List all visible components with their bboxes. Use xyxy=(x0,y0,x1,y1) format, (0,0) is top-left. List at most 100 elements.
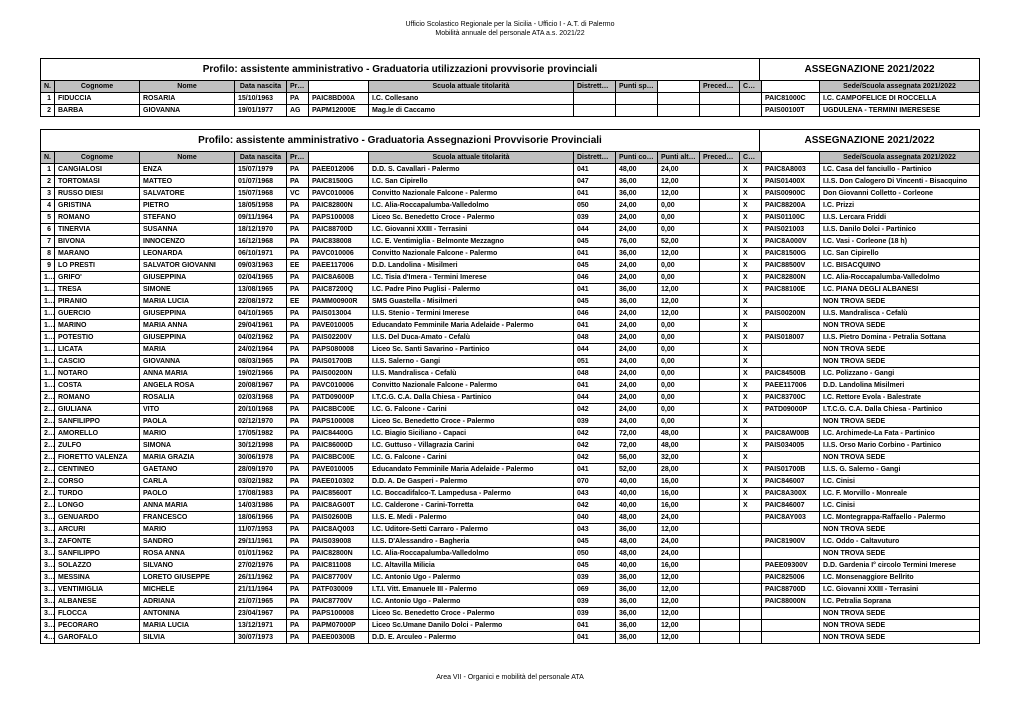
cell-codice: PAIC85600T xyxy=(309,488,369,500)
cell-prov: PA xyxy=(287,512,309,524)
cell-cognome: ZAFONTE xyxy=(55,536,140,548)
cell-prec xyxy=(700,224,740,236)
hdr-sede: Sede/Scuola assegnata 2021/2022 xyxy=(820,81,980,93)
cell-codice: PATD09000P xyxy=(309,392,369,404)
cell-punti1: 36,00 xyxy=(616,524,658,536)
cell-prov: PA xyxy=(287,224,309,236)
cell-sede: I.C. Giovanni XXIII - Terrasini xyxy=(820,584,980,596)
cell-scuola: I.C. G. Falcone - Carini xyxy=(369,404,574,416)
cell-nome: CARLA xyxy=(140,476,235,488)
cell-punti2: 0,00 xyxy=(658,416,700,428)
hdr-punti2: Punti altri comuni xyxy=(658,152,700,164)
cell-punti1: 24,00 xyxy=(616,308,658,320)
cell-nome: MARIA LUCIA xyxy=(140,296,235,308)
cell-prov: PA xyxy=(287,212,309,224)
cell-cognome: SANFILIPPO xyxy=(55,416,140,428)
cell-codice2: PAEE117006 xyxy=(762,380,820,392)
table-row: 16LICATAMARIA24/02/1964PAPAPS080008Liceo… xyxy=(41,344,980,356)
cell-n: 13 xyxy=(41,308,55,320)
cell-cognome: COSTA xyxy=(55,380,140,392)
cell-prov: PA xyxy=(287,164,309,176)
cell-codice: PAIC87200Q xyxy=(309,284,369,296)
cell-punti2: 12,00 xyxy=(658,308,700,320)
cell-sede: NON TROVA SEDE xyxy=(820,344,980,356)
cell-prec xyxy=(700,584,740,596)
hdr-n: N. xyxy=(41,152,55,164)
cell-punti1: 48,00 xyxy=(616,536,658,548)
cell-prec xyxy=(700,236,740,248)
cell-codice2: PAIC88200A xyxy=(762,200,820,212)
section1-thead: N. Cognome Nome Data nascita Prov. Scuol… xyxy=(41,81,980,93)
cell-sede: I.C. CAMPOFELICE DI ROCCELLA xyxy=(820,93,980,105)
hdr-data: Data nascita xyxy=(235,152,287,164)
hdr-prov: Prov. xyxy=(287,81,309,93)
cell-codice: PAVC010006 xyxy=(309,380,369,392)
table-row: 28TURDOPAOLO17/08/1983PAPAIC85600TI.C. B… xyxy=(41,488,980,500)
cell-prov: PA xyxy=(287,464,309,476)
cell-scuola: I.C. Tisia d'Imera - Termini Imerese xyxy=(369,272,574,284)
cell-nome: LEONARDA xyxy=(140,248,235,260)
cell-prec xyxy=(700,536,740,548)
cell-sede: NON TROVA SEDE xyxy=(820,524,980,536)
table-row: 36VENTIMIGLIAMICHELE21/11/1964PAPATF0300… xyxy=(41,584,980,596)
cell-punti2: 24,00 xyxy=(658,536,700,548)
cell-nome: SALVATOR GIOVANNI xyxy=(140,260,235,272)
cell-ccni: X xyxy=(740,392,762,404)
cell-cognome: GIULIANA xyxy=(55,404,140,416)
cell-n: 1 xyxy=(41,93,55,105)
cell-scuola: Liceo Sc. Santi Savarino - Partinico xyxy=(369,344,574,356)
cell-distretto: 041 xyxy=(574,320,616,332)
cell-n: 5 xyxy=(41,212,55,224)
cell-ccni: X xyxy=(740,224,762,236)
cell-sede: I.C. San Cipirello xyxy=(820,248,980,260)
cell-scuola: I.C. San Cipirello xyxy=(369,176,574,188)
cell-scuola: I.C. Padre Pino Puglisi - Palermo xyxy=(369,284,574,296)
cell-nome: SANDRO xyxy=(140,536,235,548)
cell-data: 20/10/1968 xyxy=(235,404,287,416)
table-row: 13GUERCIOGIUSEPPINA04/10/1965PAPAIS01300… xyxy=(41,308,980,320)
cell-scuola: I.I.S. Salerno - Gangi xyxy=(369,356,574,368)
section1-assign: ASSEGNAZIONE 2021/2022 xyxy=(759,59,979,80)
table-row: 39PECORAROMARIA LUCIA13/12/1971PAPAPM070… xyxy=(41,620,980,632)
cell-punti1: 40,00 xyxy=(616,476,658,488)
cell-cognome: MARANO xyxy=(55,248,140,260)
table-row: 30GENUARDOFRANCESCO18/06/1966PAPAIS02600… xyxy=(41,512,980,524)
cell-sede: I.C. Rettore Evola - Balestrate xyxy=(820,392,980,404)
cell-ccni xyxy=(740,512,762,524)
table-row: 31ARCURIMARIO11/07/1953PAPAIC8AQ003I.C. … xyxy=(41,524,980,536)
cell-n: 15 xyxy=(41,332,55,344)
table-row: 14MARINOMARIA ANNA29/04/1961PAPAVE010005… xyxy=(41,320,980,332)
cell-cognome: FLOCCA xyxy=(55,608,140,620)
cell-prov: PA xyxy=(287,332,309,344)
cell-data: 06/10/1971 xyxy=(235,248,287,260)
cell-distretto: 039 xyxy=(574,416,616,428)
cell-punti1 xyxy=(616,93,658,105)
cell-data: 18/05/1958 xyxy=(235,200,287,212)
table-row: 25FIORETTO VALENZAMARIA GRAZIA30/06/1978… xyxy=(41,452,980,464)
cell-distretto: 044 xyxy=(574,224,616,236)
cell-prec xyxy=(700,440,740,452)
cell-prov: PA xyxy=(287,200,309,212)
cell-data: 30/06/1978 xyxy=(235,452,287,464)
cell-codice2: PAIC88500V xyxy=(762,260,820,272)
cell-prec xyxy=(700,260,740,272)
cell-n: 28 xyxy=(41,488,55,500)
cell-n: 12 xyxy=(41,296,55,308)
cell-distretto: 041 xyxy=(574,284,616,296)
hdr-nome: Nome xyxy=(140,81,235,93)
cell-sede: NON TROVA SEDE xyxy=(820,416,980,428)
cell-distretto xyxy=(574,105,616,117)
cell-prec xyxy=(700,560,740,572)
cell-data: 24/02/1964 xyxy=(235,344,287,356)
cell-codice2: PAIC82800N xyxy=(762,272,820,284)
cell-punti2: 28,00 xyxy=(658,464,700,476)
cell-punti1: 24,00 xyxy=(616,212,658,224)
cell-codice: PAPS080008 xyxy=(309,344,369,356)
cell-data: 30/12/1998 xyxy=(235,440,287,452)
cell-scuola: I.C. Guttuso - Villagrazia Carini xyxy=(369,440,574,452)
table-row: 2TORTOMASIMATTEO01/07/1968PAPAIC81500GI.… xyxy=(41,176,980,188)
cell-scuola: I.C. Biagio Siciliano - Capaci xyxy=(369,428,574,440)
cell-codice2: PAIS018007 xyxy=(762,332,820,344)
cell-data: 27/02/1976 xyxy=(235,560,287,572)
table-row: 27CORSOCARLA03/02/1982PAPAEE010302D.D. A… xyxy=(41,476,980,488)
